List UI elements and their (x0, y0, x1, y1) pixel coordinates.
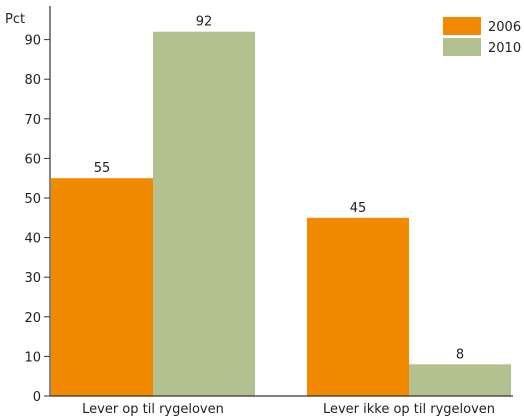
legend-label: 2006 (488, 20, 521, 35)
x-category-label: Lever ikke op til rygeloven (323, 402, 495, 417)
y-tick-label: 60 (24, 152, 41, 167)
legend-swatch-2010 (443, 38, 481, 56)
bar-value-label: 55 (94, 161, 111, 176)
x-axis: Lever op til rygeloven Lever ikke op til … (50, 395, 513, 417)
x-category-label: Lever op til rygeloven (82, 402, 224, 417)
bar-value-label: 92 (196, 15, 213, 30)
y-tick-label: 70 (24, 113, 41, 128)
y-tick-label: 0 (33, 390, 41, 405)
value-labels: 55 92 45 8 (94, 15, 464, 363)
y-axis-unit-label: Pct (5, 12, 25, 27)
y-tick-label: 20 (24, 311, 41, 326)
bar-value-label: 45 (350, 201, 367, 216)
bar-2006 (307, 217, 409, 396)
legend-label: 2010 (488, 41, 521, 56)
bar-value-label: 8 (456, 347, 464, 362)
bar-2010 (153, 31, 255, 397)
y-tick-label: 90 (24, 34, 41, 49)
y-tick-label: 40 (24, 232, 41, 247)
y-axis: 0 10 20 30 40 50 60 70 80 90 (24, 6, 51, 405)
y-tick-label: 80 (24, 73, 41, 88)
y-tick-label: 30 (24, 271, 41, 286)
bar-2006 (51, 178, 153, 396)
y-tick-label: 10 (24, 350, 41, 365)
legend: 2006 2010 (443, 17, 521, 56)
bars (51, 31, 511, 397)
legend-swatch-2006 (443, 17, 481, 35)
bar-2010 (409, 364, 511, 396)
y-tick-label: 50 (24, 192, 41, 207)
